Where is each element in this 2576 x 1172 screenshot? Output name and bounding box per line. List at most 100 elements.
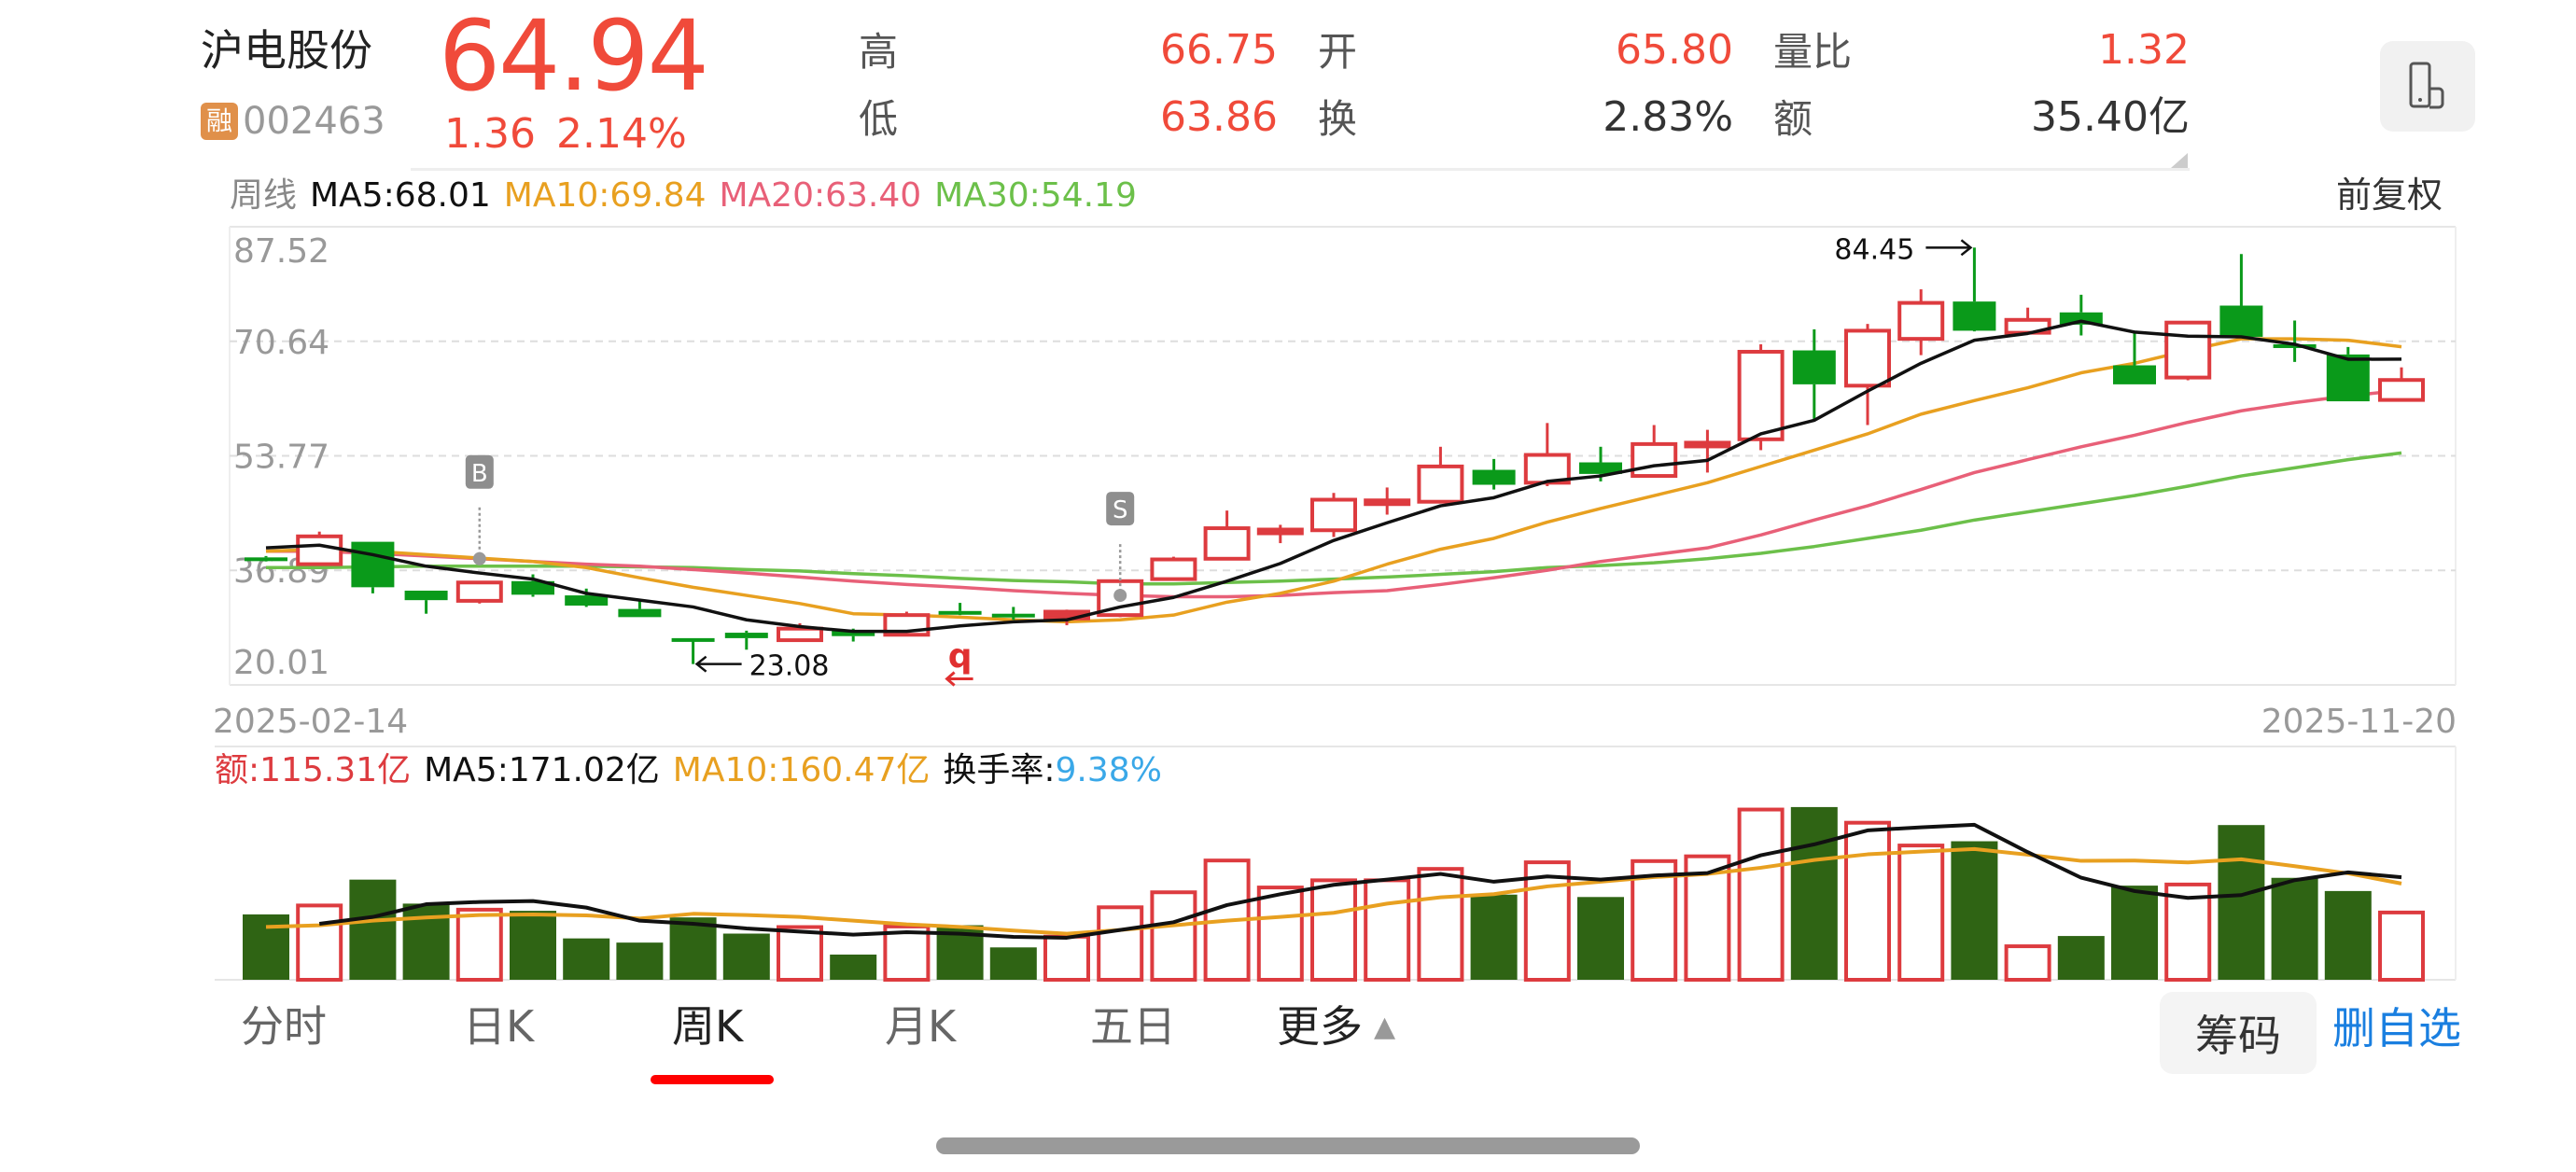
volume-bar bbox=[455, 907, 503, 982]
buy-marker-dot bbox=[472, 551, 486, 565]
candle bbox=[2326, 346, 2370, 402]
volume-bar bbox=[883, 924, 931, 982]
stat-value: 35.40亿 bbox=[2031, 93, 2190, 141]
candle-body bbox=[1792, 350, 1836, 384]
volume-bar bbox=[616, 942, 664, 980]
high-price-label: 84.45 bbox=[1834, 233, 1914, 266]
candle-body bbox=[1310, 497, 1357, 533]
candle bbox=[1523, 423, 1571, 486]
candle-body bbox=[1897, 300, 1945, 342]
turnover-label: 换手率: bbox=[943, 751, 1056, 789]
tab-monthly-k[interactable]: 月K bbox=[885, 1001, 957, 1052]
volume-bar bbox=[2057, 936, 2105, 980]
ma5-value: MA5:68.01 bbox=[310, 176, 491, 215]
price-change: 1.36 2.14% bbox=[444, 112, 707, 157]
candle bbox=[565, 588, 609, 607]
volume-bar bbox=[2218, 825, 2265, 980]
volume-bar bbox=[2111, 886, 2158, 980]
stat-value: 63.86 bbox=[1160, 93, 1278, 141]
volume-bar bbox=[2164, 882, 2212, 983]
volume-bar bbox=[1097, 905, 1144, 982]
turnover-value: 9.38% bbox=[1055, 751, 1162, 789]
candle-body bbox=[296, 534, 343, 566]
candle bbox=[1792, 328, 1836, 419]
stat-label: 量比 bbox=[1773, 29, 1853, 75]
candle bbox=[2378, 367, 2425, 402]
expand-corner-icon[interactable] bbox=[2171, 153, 2188, 168]
candle-body bbox=[565, 595, 609, 606]
volume-bar bbox=[2004, 944, 2051, 983]
amount-value: 额:115.31亿 bbox=[215, 751, 412, 789]
sell-marker-label: S bbox=[1113, 496, 1128, 524]
volume-bar bbox=[722, 933, 770, 980]
candle-body bbox=[1364, 498, 1411, 507]
tab-intraday[interactable]: 分时 bbox=[241, 1001, 327, 1052]
volume-bar bbox=[830, 955, 877, 980]
adjust-mode-button[interactable]: 前复权 bbox=[2335, 174, 2443, 216]
candle-body bbox=[832, 630, 875, 636]
remove-watchlist-button[interactable]: 删自选 bbox=[2332, 1003, 2461, 1053]
volume-ma10: MA10:160.47亿 bbox=[672, 751, 931, 789]
candle bbox=[1256, 524, 1304, 544]
candle bbox=[1897, 289, 1945, 356]
volume-bar bbox=[349, 879, 397, 980]
volume-bar bbox=[563, 938, 610, 980]
tab-five-day[interactable]: 五日 bbox=[1090, 1001, 1176, 1052]
candle-body bbox=[1203, 526, 1251, 561]
candle-body bbox=[404, 590, 448, 601]
y-tick-label: 20.01 bbox=[233, 644, 329, 682]
candle bbox=[1472, 458, 1516, 490]
landscape-toggle-button[interactable] bbox=[2380, 41, 2475, 132]
q-marker-icon: q bbox=[948, 637, 973, 676]
home-indicator[interactable] bbox=[936, 1137, 1640, 1154]
volume-bar bbox=[296, 903, 343, 983]
buy-marker-badge bbox=[465, 454, 494, 489]
stat-label: 开 bbox=[1318, 29, 1358, 75]
change-value: 1.36 bbox=[444, 110, 536, 158]
candle bbox=[2059, 294, 2103, 336]
volume-ma5-line bbox=[318, 822, 2402, 940]
candle bbox=[2113, 331, 2156, 384]
candle bbox=[2164, 320, 2212, 381]
current-price: 64.94 bbox=[439, 0, 709, 113]
candle bbox=[2219, 254, 2263, 337]
stock-name: 沪电股份 bbox=[201, 25, 372, 76]
candle bbox=[991, 607, 1035, 621]
ma20-value: MA20:63.40 bbox=[719, 176, 922, 215]
stat-value: 1.32 bbox=[2098, 26, 2190, 74]
tab-weekly-k[interactable]: 周K bbox=[672, 1001, 744, 1052]
volume-bar bbox=[669, 917, 717, 980]
candle bbox=[938, 603, 982, 616]
candle-body bbox=[777, 626, 823, 643]
ma10-line bbox=[265, 337, 2402, 624]
candle bbox=[1684, 429, 1731, 473]
candle bbox=[671, 637, 715, 664]
q-arrow-icon bbox=[945, 671, 973, 687]
y-tick-label: 70.64 bbox=[233, 324, 329, 362]
volume-bar bbox=[989, 947, 1037, 980]
tab-daily-k[interactable]: 日K bbox=[463, 1001, 535, 1052]
stat-label: 高 bbox=[859, 29, 899, 75]
candle-body bbox=[511, 580, 554, 595]
high-arrow-head bbox=[1960, 239, 1973, 257]
volume-bar bbox=[2378, 910, 2425, 982]
volume-ma5: MA5:171.02亿 bbox=[424, 751, 660, 789]
candle-body bbox=[2164, 320, 2212, 380]
ma10-value: MA10:69.84 bbox=[503, 176, 707, 215]
ma-legend: 周线 MA5:68.01 MA10:69.84 MA20:63.40 MA30:54.1… bbox=[230, 175, 1150, 216]
candle-body bbox=[1417, 464, 1464, 504]
volume-bar bbox=[1310, 878, 1357, 983]
candle bbox=[1417, 446, 1464, 504]
candle bbox=[404, 590, 448, 614]
sell-marker-dot bbox=[1113, 589, 1127, 603]
candle bbox=[351, 541, 395, 593]
tab-more-label: 更多 bbox=[1277, 1001, 1363, 1052]
tab-more[interactable]: 更多 ▲ bbox=[1277, 1000, 1395, 1053]
buy-marker-label: B bbox=[471, 460, 488, 488]
candle-body bbox=[2378, 378, 2425, 402]
volume-bar bbox=[1043, 934, 1090, 983]
candle-body bbox=[618, 608, 662, 618]
chips-button[interactable]: 筹码 bbox=[2160, 992, 2317, 1074]
volume-bar bbox=[1790, 806, 1838, 980]
